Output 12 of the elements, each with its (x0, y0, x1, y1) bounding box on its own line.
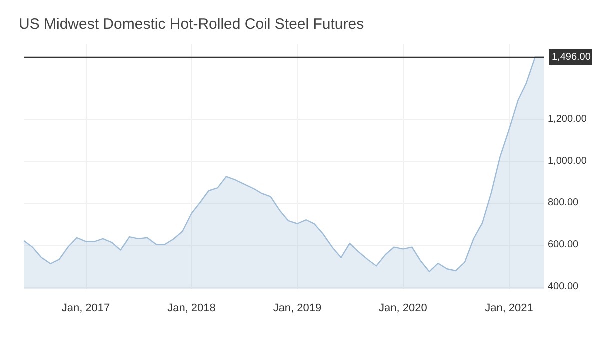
x-tick-label: Jan, 2017 (62, 302, 110, 314)
y-tick-label: 400.00 (548, 281, 580, 292)
x-tick-label: Jan, 2018 (168, 302, 216, 314)
x-tick-label: Jan, 2020 (379, 302, 428, 314)
y-tick-label: 1,200.00 (548, 114, 588, 125)
x-tick-label: Jan, 2019 (273, 302, 322, 314)
y-tick-label: 800.00 (548, 198, 580, 209)
chart-title: US Midwest Domestic Hot-Rolled Coil Steel Futures (19, 16, 364, 33)
y-tick-label: 1,000.00 (548, 156, 588, 167)
y-tick-label: 600.00 (548, 240, 580, 251)
ref-line-label: 1,496.00 (552, 52, 592, 63)
x-tick-label: Jan, 2021 (485, 302, 534, 314)
